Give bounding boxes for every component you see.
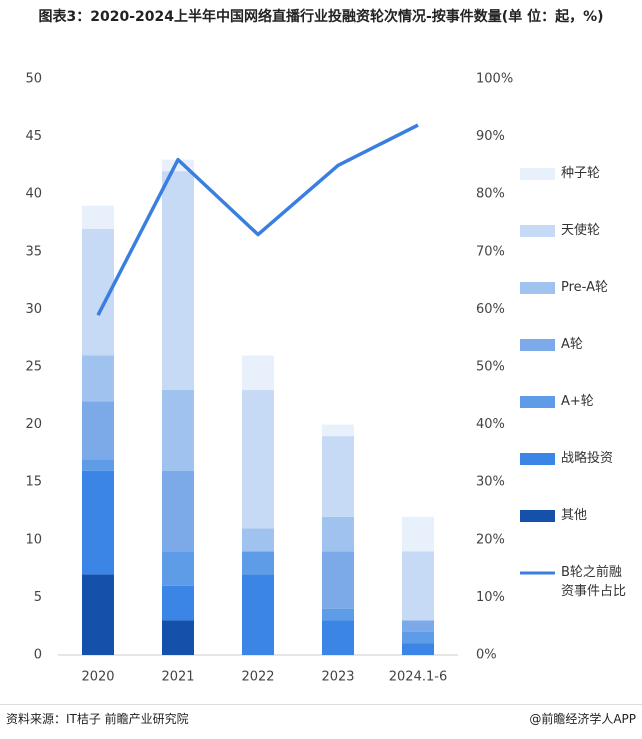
bar-segment — [162, 620, 194, 655]
bar-segment — [322, 620, 354, 655]
y-tick-label: 20 — [25, 417, 42, 432]
y2-tick-label: 20% — [476, 532, 505, 547]
bar-segment — [242, 390, 274, 529]
bar-segment — [82, 205, 114, 229]
x-tick-label: 2021 — [161, 670, 194, 685]
bar-segment — [162, 171, 194, 391]
bar-segment — [82, 470, 114, 575]
legend-label: 战略投资 — [561, 451, 614, 466]
y2-tick-label: 100% — [476, 72, 513, 87]
bar-segment — [322, 436, 354, 517]
legend-label: A+轮 — [561, 394, 594, 409]
bar-segment — [162, 470, 194, 552]
legend-label: B轮之前融资事件占比 — [561, 565, 627, 599]
y2-tick-label: 0% — [476, 648, 497, 663]
bar-segment — [82, 401, 114, 460]
bar-segment — [82, 459, 114, 471]
legend-swatch — [520, 510, 555, 522]
y-tick-label: 50 — [25, 72, 42, 87]
y-tick-label: 10 — [25, 532, 42, 547]
bar-segment — [402, 643, 434, 655]
y2-tick-label: 70% — [476, 244, 505, 259]
legend-label: 天使轮 — [561, 223, 601, 238]
bar-segment — [322, 551, 354, 609]
line-series — [96, 123, 419, 316]
credit: @前瞻经济学人APP — [529, 712, 636, 726]
y-tick-label: 25 — [25, 360, 42, 375]
legend-swatch — [520, 396, 555, 408]
bar-segment — [162, 390, 194, 471]
legend-label: 其他 — [561, 508, 588, 523]
y-tick-label: 5 — [34, 590, 42, 605]
y2-tick-label: 40% — [476, 417, 505, 432]
y-tick-label: 40 — [25, 187, 42, 202]
footer-rule — [0, 704, 642, 705]
bar-segment — [162, 159, 194, 172]
bar-segment — [402, 516, 434, 552]
bar-segment — [402, 551, 434, 621]
y2-tick-label: 90% — [476, 129, 505, 144]
x-tick-label: 2024.1-6 — [389, 670, 447, 685]
y-tick-label: 15 — [25, 475, 42, 490]
legend-label: 种子轮 — [561, 166, 601, 181]
legend-swatch — [520, 225, 555, 237]
y-tick-label: 0 — [34, 648, 42, 663]
x-tick-label: 2020 — [81, 670, 114, 685]
bar-segment — [242, 574, 274, 655]
bar-segment — [82, 355, 114, 402]
bar-segment — [242, 528, 274, 552]
legend-label: A轮 — [561, 337, 583, 352]
bar-segment — [242, 355, 274, 391]
bar-segment — [162, 551, 194, 586]
bar-segment — [162, 585, 194, 621]
y2-tick-label: 60% — [476, 302, 505, 317]
bar-segment — [82, 574, 114, 655]
x-tick-label: 2022 — [241, 670, 274, 685]
y2-tick-label: 80% — [476, 187, 505, 202]
bar-segment — [402, 620, 434, 632]
legend-swatch — [520, 453, 555, 465]
legend-label: Pre-A轮 — [561, 280, 608, 295]
bar-segment — [322, 608, 354, 621]
y2-tick-label: 10% — [476, 590, 505, 605]
y-tick-label: 35 — [25, 244, 42, 259]
legend-swatch — [520, 168, 555, 180]
y-tick-label: 30 — [25, 302, 42, 317]
y2-tick-label: 50% — [476, 360, 505, 375]
bar-segment — [322, 516, 354, 552]
y-tick-label: 45 — [25, 129, 42, 144]
chart-title: 图表3：2020-2024上半年中国网络直播行业投融资轮次情况-按事件数量(单 … — [38, 9, 604, 25]
legend-swatch — [520, 282, 555, 294]
bar-segment — [402, 631, 434, 644]
chart: 0 5 10 15 20 25 30 35 40 45 50 0% 10% 20% 30% 40% 50% 60%… — [25, 72, 555, 685]
bar-segment — [322, 424, 354, 437]
y2-tick-label: 30% — [476, 475, 505, 490]
source: 资料来源：IT桔子 前瞻产业研究院 — [6, 712, 189, 726]
legend-swatch — [520, 339, 555, 351]
bar-segment — [242, 551, 274, 575]
x-tick-label: 2023 — [321, 670, 354, 685]
